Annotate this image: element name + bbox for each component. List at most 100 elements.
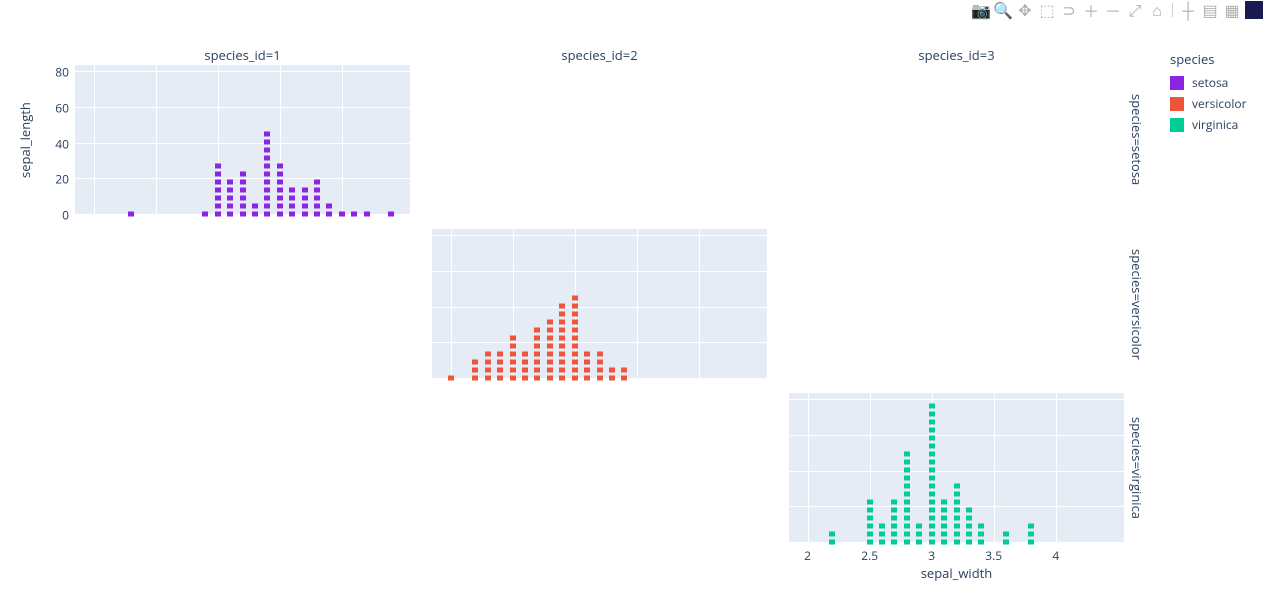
hover-compare-icon[interactable]: ▦	[1223, 1, 1241, 19]
data-marker[interactable]	[572, 312, 578, 317]
data-marker[interactable]	[867, 500, 873, 505]
data-marker[interactable]	[929, 420, 935, 425]
data-marker[interactable]	[929, 428, 935, 433]
data-marker[interactable]	[314, 196, 320, 201]
data-marker[interactable]	[929, 468, 935, 473]
data-marker[interactable]	[572, 376, 578, 381]
data-marker[interactable]	[891, 508, 897, 513]
data-marker[interactable]	[559, 368, 565, 373]
data-marker[interactable]	[289, 196, 295, 201]
data-marker[interactable]	[264, 212, 270, 217]
data-marker[interactable]	[264, 172, 270, 177]
data-marker[interactable]	[929, 476, 935, 481]
data-marker[interactable]	[966, 508, 972, 513]
data-marker[interactable]	[954, 532, 960, 537]
data-marker[interactable]	[954, 516, 960, 521]
data-marker[interactable]	[227, 204, 233, 209]
data-marker[interactable]	[597, 368, 603, 373]
data-marker[interactable]	[364, 212, 370, 217]
data-marker[interactable]	[547, 368, 553, 373]
data-marker[interactable]	[547, 376, 553, 381]
data-marker[interactable]	[941, 500, 947, 505]
data-marker[interactable]	[547, 336, 553, 341]
data-marker[interactable]	[891, 532, 897, 537]
data-marker[interactable]	[227, 188, 233, 193]
data-marker[interactable]	[584, 352, 590, 357]
data-marker[interactable]	[572, 368, 578, 373]
data-marker[interactable]	[954, 492, 960, 497]
data-marker[interactable]	[215, 212, 221, 217]
data-marker[interactable]	[559, 376, 565, 381]
data-marker[interactable]	[572, 352, 578, 357]
pan-icon[interactable]: ✥	[1016, 1, 1034, 19]
data-marker[interactable]	[264, 188, 270, 193]
data-marker[interactable]	[904, 460, 910, 465]
data-marker[interactable]	[1003, 532, 1009, 537]
data-marker[interactable]	[264, 196, 270, 201]
data-marker[interactable]	[559, 328, 565, 333]
data-marker[interactable]	[547, 344, 553, 349]
data-marker[interactable]	[941, 516, 947, 521]
data-marker[interactable]	[277, 204, 283, 209]
data-marker[interactable]	[240, 188, 246, 193]
panel-p2[interactable]	[432, 229, 767, 379]
data-marker[interactable]	[510, 336, 516, 341]
data-marker[interactable]	[904, 524, 910, 529]
data-marker[interactable]	[264, 148, 270, 153]
data-marker[interactable]	[621, 368, 627, 373]
data-marker[interactable]	[559, 336, 565, 341]
data-marker[interactable]	[904, 516, 910, 521]
data-marker[interactable]	[314, 180, 320, 185]
data-marker[interactable]	[941, 540, 947, 545]
data-marker[interactable]	[954, 500, 960, 505]
data-marker[interactable]	[215, 180, 221, 185]
data-marker[interactable]	[904, 468, 910, 473]
data-marker[interactable]	[941, 508, 947, 513]
data-marker[interactable]	[215, 196, 221, 201]
data-marker[interactable]	[128, 212, 134, 217]
data-marker[interactable]	[597, 352, 603, 357]
data-marker[interactable]	[534, 344, 540, 349]
data-marker[interactable]	[215, 164, 221, 169]
data-marker[interactable]	[289, 212, 295, 217]
data-marker[interactable]	[904, 484, 910, 489]
data-marker[interactable]	[277, 172, 283, 177]
data-marker[interactable]	[289, 204, 295, 209]
data-marker[interactable]	[572, 304, 578, 309]
data-marker[interactable]	[867, 508, 873, 513]
data-marker[interactable]	[867, 532, 873, 537]
plotly-logo-icon[interactable]	[1245, 1, 1263, 19]
data-marker[interactable]	[904, 532, 910, 537]
data-marker[interactable]	[867, 516, 873, 521]
data-marker[interactable]	[264, 204, 270, 209]
data-marker[interactable]	[916, 540, 922, 545]
data-marker[interactable]	[1028, 532, 1034, 537]
spike-icon[interactable]: ┼	[1179, 1, 1197, 19]
data-marker[interactable]	[1028, 540, 1034, 545]
data-marker[interactable]	[302, 196, 308, 201]
legend-item-virginica[interactable]: virginica	[1170, 116, 1247, 133]
data-marker[interactable]	[510, 360, 516, 365]
data-marker[interactable]	[240, 196, 246, 201]
data-marker[interactable]	[572, 320, 578, 325]
data-marker[interactable]	[534, 336, 540, 341]
data-marker[interactable]	[510, 344, 516, 349]
data-marker[interactable]	[339, 212, 345, 217]
data-marker[interactable]	[302, 212, 308, 217]
data-marker[interactable]	[240, 172, 246, 177]
data-marker[interactable]	[448, 376, 454, 381]
data-marker[interactable]	[891, 524, 897, 529]
panel-p3[interactable]	[789, 393, 1124, 543]
data-marker[interactable]	[929, 500, 935, 505]
data-marker[interactable]	[497, 376, 503, 381]
data-marker[interactable]	[879, 540, 885, 545]
hover-closest-icon[interactable]: ▤	[1201, 1, 1219, 19]
data-marker[interactable]	[485, 376, 491, 381]
data-marker[interactable]	[534, 360, 540, 365]
data-marker[interactable]	[497, 368, 503, 373]
data-marker[interactable]	[534, 328, 540, 333]
data-marker[interactable]	[227, 180, 233, 185]
data-marker[interactable]	[1028, 524, 1034, 529]
data-marker[interactable]	[485, 360, 491, 365]
data-marker[interactable]	[867, 524, 873, 529]
